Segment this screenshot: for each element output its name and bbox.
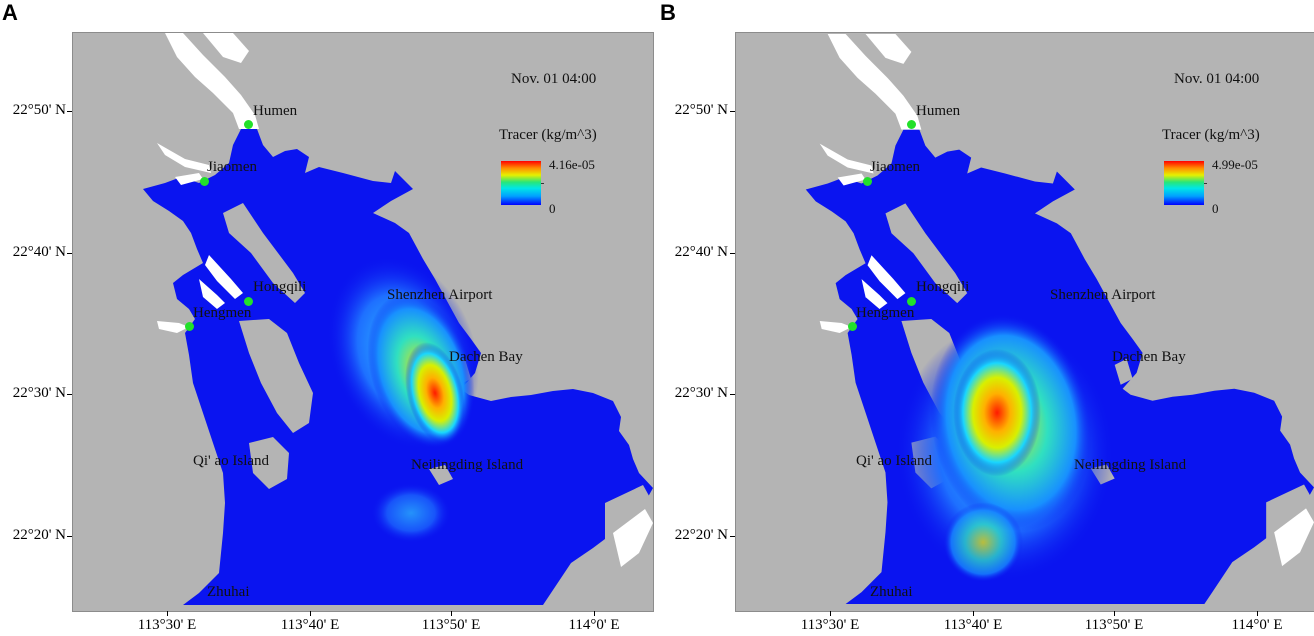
place-hongqili: Hongqili [253,279,307,295]
tracer-map-b [805,33,1314,605]
y-axis-label: 22°40' N [12,244,66,260]
legend-max-label: 4.99e-05 [1212,157,1258,172]
y-axis-label: 22°20' N [12,527,66,543]
place-shenzhen-airport: Shenzhen Airport [387,287,493,303]
station-marker-icon[interactable] [907,297,916,306]
station-marker-icon[interactable] [244,297,253,306]
tracer-plume-south-a [371,483,451,543]
panel-a-letter: A [2,0,18,25]
legend-title: Tracer (kg/m^3) [1162,127,1260,143]
tracer-plume-south-b [943,502,1024,583]
y-axis-tick [730,111,735,112]
legend-min-label: 0 [1212,201,1219,216]
x-axis-label: 113°40' E [943,617,1003,633]
y-axis-label: 22°50' N [674,102,728,118]
place-hongqili: Hongqili [916,279,970,295]
place-dachen-bay: Dachen Bay [1112,349,1186,365]
place-qiao-island: Qi' ao Island [193,453,270,469]
x-axis-label: 113°30' E [800,617,860,633]
x-axis-label: 113°50' E [421,617,481,633]
x-axis-label: 114°0' E [568,617,620,633]
tracer-plume-core-a [405,342,465,444]
station-marker-icon[interactable] [907,120,916,129]
y-axis-tick [730,394,735,395]
station-marker-icon[interactable] [244,120,253,129]
y-axis-tick [730,536,735,537]
x-axis-tick [1114,611,1115,616]
place-jiaomen: Jiaomen [870,159,920,175]
x-axis-label: 114°0' E [1231,617,1283,633]
tracer-plume-core-b [953,348,1041,477]
station-marker-icon[interactable] [185,322,194,331]
legend-min-label: 0 [549,201,556,216]
place-humen: Humen [253,103,298,119]
y-axis-label: 22°30' N [12,385,66,401]
x-axis-label: 113°30' E [137,617,197,633]
place-hengmen: Hengmen [193,305,252,321]
colorbar-mid-tick [541,183,544,184]
x-axis-tick [310,611,311,616]
x-axis-tick [830,611,831,616]
y-axis-tick [730,253,735,254]
y-axis-label: 22°20' N [674,527,728,543]
place-humen: Humen [916,103,961,119]
colorbar-icon [501,161,541,205]
station-marker-icon[interactable] [848,322,857,331]
legend-title: Tracer (kg/m^3) [499,127,597,143]
y-axis-tick [67,394,72,395]
place-jiaomen: Jiaomen [207,159,257,175]
panel-b-letter: B [660,0,676,25]
x-axis-label: 113°50' E [1084,617,1144,633]
tracer-map-a [143,33,653,605]
place-neilingding-island: Neilingding Island [411,457,524,473]
place-dachen-bay: Dachen Bay [449,349,523,365]
place-zhuhai: Zhuhai [207,584,250,600]
timestamp: Nov. 01 04:00 [1174,71,1260,87]
y-axis-label: 22°50' N [12,102,66,118]
colorbar-icon [1164,161,1204,205]
y-axis-label: 22°30' N [674,385,728,401]
x-axis-tick [594,611,595,616]
y-axis-tick [67,536,72,537]
timestamp: Nov. 01 04:00 [511,71,597,87]
legend-max-label: 4.16e-05 [549,157,595,172]
place-neilingding-island: Neilingding Island [1074,457,1187,473]
y-axis-tick [67,111,72,112]
y-axis-tick [67,253,72,254]
y-axis-label: 22°40' N [674,244,728,260]
x-axis-label: 113°40' E [280,617,340,633]
station-marker-icon[interactable] [200,177,209,186]
x-axis-tick [973,611,974,616]
map-panel-b[interactable]: Nov. 01 04:00 Tracer (kg/m^3) 4.99e-05 0… [735,32,1314,612]
map-panel-a[interactable]: Nov. 01 04:00 Tracer (kg/m^3) 4.16e-05 0… [72,32,654,612]
station-marker-icon[interactable] [863,177,872,186]
x-axis-tick [1257,611,1258,616]
x-axis-tick [451,611,452,616]
place-zhuhai: Zhuhai [870,584,913,600]
place-hengmen: Hengmen [856,305,915,321]
colorbar-mid-tick [1204,183,1207,184]
x-axis-tick [167,611,168,616]
place-shenzhen-airport: Shenzhen Airport [1050,287,1156,303]
place-qiao-island: Qi' ao Island [856,453,933,469]
